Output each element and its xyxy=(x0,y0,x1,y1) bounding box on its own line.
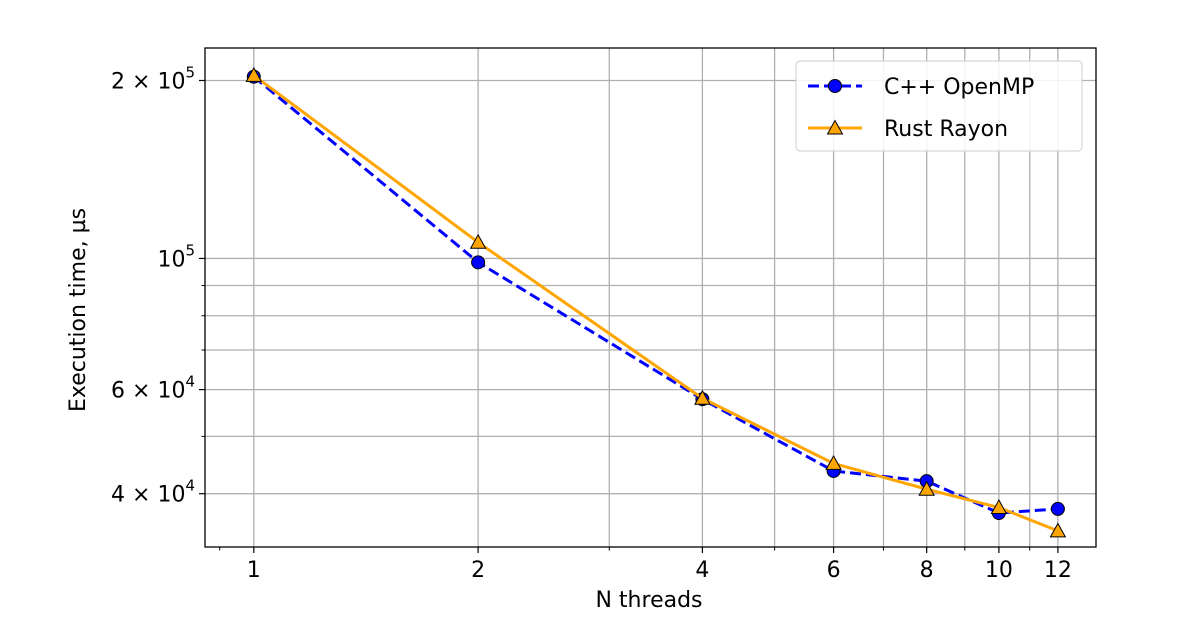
x-tick-label: 10 xyxy=(985,558,1013,583)
x-tick-label: 4 xyxy=(695,558,709,583)
data-point xyxy=(990,499,1008,515)
x-tick-label: 8 xyxy=(920,558,934,583)
data-point xyxy=(471,255,486,270)
data-point xyxy=(918,480,936,496)
data-point xyxy=(1050,501,1065,516)
series-rust-rayon xyxy=(245,66,1067,538)
data-point xyxy=(245,66,263,82)
legend-marker xyxy=(828,79,842,93)
y-tick-label: 4 × 104 xyxy=(111,477,195,508)
y-axis-label: Execution time, µs xyxy=(66,208,91,412)
legend: C++ OpenMP Rust Rayon xyxy=(795,60,1083,152)
y-tick-label: 105 xyxy=(157,241,195,272)
x-tick-label: 12 xyxy=(1044,558,1072,583)
data-point xyxy=(469,233,487,249)
data-point xyxy=(694,389,711,405)
data-point xyxy=(1049,522,1067,538)
x-tick-label: 2 xyxy=(471,558,485,583)
legend-marker xyxy=(826,119,844,135)
legend-label: Rust Rayon xyxy=(884,117,1008,142)
data-point xyxy=(825,454,842,470)
plot-frame xyxy=(204,47,1097,548)
x-tick-label: 6 xyxy=(827,558,841,583)
x-axis-label: N threads xyxy=(595,588,702,613)
series-layer xyxy=(245,66,1067,538)
y-tick-label: 6 × 104 xyxy=(111,373,195,404)
x-tick-label: 1 xyxy=(247,558,261,583)
y-tick-label: 2 × 105 xyxy=(111,64,195,95)
legend-box xyxy=(795,60,1083,152)
legend-label: C++ OpenMP xyxy=(884,75,1034,100)
